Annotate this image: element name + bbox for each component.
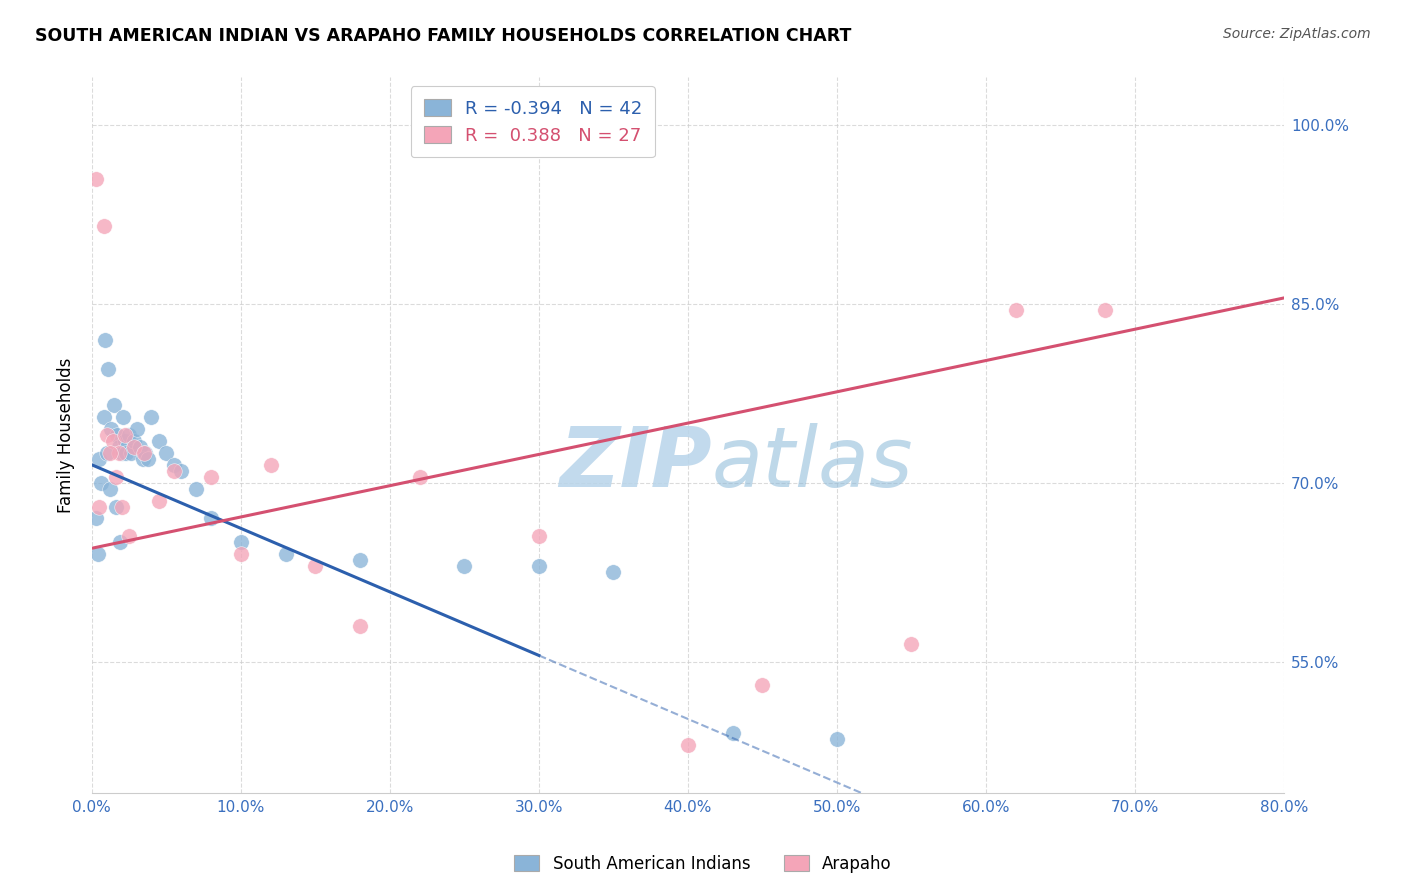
- Point: [155, 446, 177, 460]
- Point: [751, 678, 773, 692]
- Point: [349, 619, 371, 633]
- Point: [96, 428, 118, 442]
- Point: [676, 738, 699, 752]
- Point: [86, 171, 108, 186]
- Point: [148, 493, 170, 508]
- Point: [89, 500, 111, 514]
- Point: [1004, 302, 1026, 317]
- Point: [900, 637, 922, 651]
- Point: [229, 547, 252, 561]
- Text: ZIP: ZIP: [560, 423, 711, 504]
- Point: [170, 464, 193, 478]
- Point: [100, 422, 122, 436]
- Point: [107, 446, 129, 460]
- Y-axis label: Family Households: Family Households: [58, 358, 75, 513]
- Point: [105, 428, 128, 442]
- Point: [108, 535, 131, 549]
- Point: [163, 464, 186, 478]
- Point: [1094, 302, 1116, 317]
- Point: [94, 333, 117, 347]
- Point: [200, 469, 222, 483]
- Point: [721, 726, 744, 740]
- Point: [186, 482, 208, 496]
- Point: [93, 219, 115, 234]
- Point: [118, 529, 141, 543]
- Point: [141, 410, 163, 425]
- Point: [89, 451, 111, 466]
- Point: [122, 434, 145, 448]
- Point: [349, 553, 371, 567]
- Point: [125, 422, 148, 436]
- Text: atlas: atlas: [711, 423, 914, 504]
- Point: [111, 446, 134, 460]
- Point: [200, 511, 222, 525]
- Point: [602, 565, 624, 579]
- Point: [93, 410, 115, 425]
- Point: [107, 440, 129, 454]
- Point: [103, 398, 125, 412]
- Point: [274, 547, 297, 561]
- Point: [114, 434, 136, 448]
- Point: [98, 446, 121, 460]
- Point: [825, 731, 848, 746]
- Point: [87, 547, 110, 561]
- Point: [98, 482, 121, 496]
- Point: [97, 362, 120, 376]
- Point: [104, 500, 127, 514]
- Point: [148, 434, 170, 448]
- Point: [118, 428, 141, 442]
- Point: [259, 458, 281, 472]
- Point: [527, 559, 550, 574]
- Point: [86, 511, 108, 525]
- Point: [138, 451, 160, 466]
- Point: [114, 428, 136, 442]
- Point: [96, 446, 118, 460]
- Point: [229, 535, 252, 549]
- Point: [453, 559, 475, 574]
- Point: [408, 469, 430, 483]
- Legend: South American Indians, Arapaho: South American Indians, Arapaho: [508, 848, 898, 880]
- Text: SOUTH AMERICAN INDIAN VS ARAPAHO FAMILY HOUSEHOLDS CORRELATION CHART: SOUTH AMERICAN INDIAN VS ARAPAHO FAMILY …: [35, 27, 852, 45]
- Point: [132, 446, 155, 460]
- Point: [115, 446, 138, 460]
- Point: [134, 446, 156, 460]
- Point: [527, 529, 550, 543]
- Text: Source: ZipAtlas.com: Source: ZipAtlas.com: [1223, 27, 1371, 41]
- Legend: R = -0.394   N = 42, R =  0.388   N = 27: R = -0.394 N = 42, R = 0.388 N = 27: [411, 87, 655, 158]
- Point: [112, 410, 135, 425]
- Point: [111, 500, 134, 514]
- Point: [128, 440, 150, 454]
- Point: [104, 469, 127, 483]
- Point: [101, 434, 124, 448]
- Point: [122, 440, 145, 454]
- Point: [120, 446, 142, 460]
- Point: [90, 475, 112, 490]
- Point: [131, 451, 153, 466]
- Point: [304, 559, 326, 574]
- Point: [163, 458, 186, 472]
